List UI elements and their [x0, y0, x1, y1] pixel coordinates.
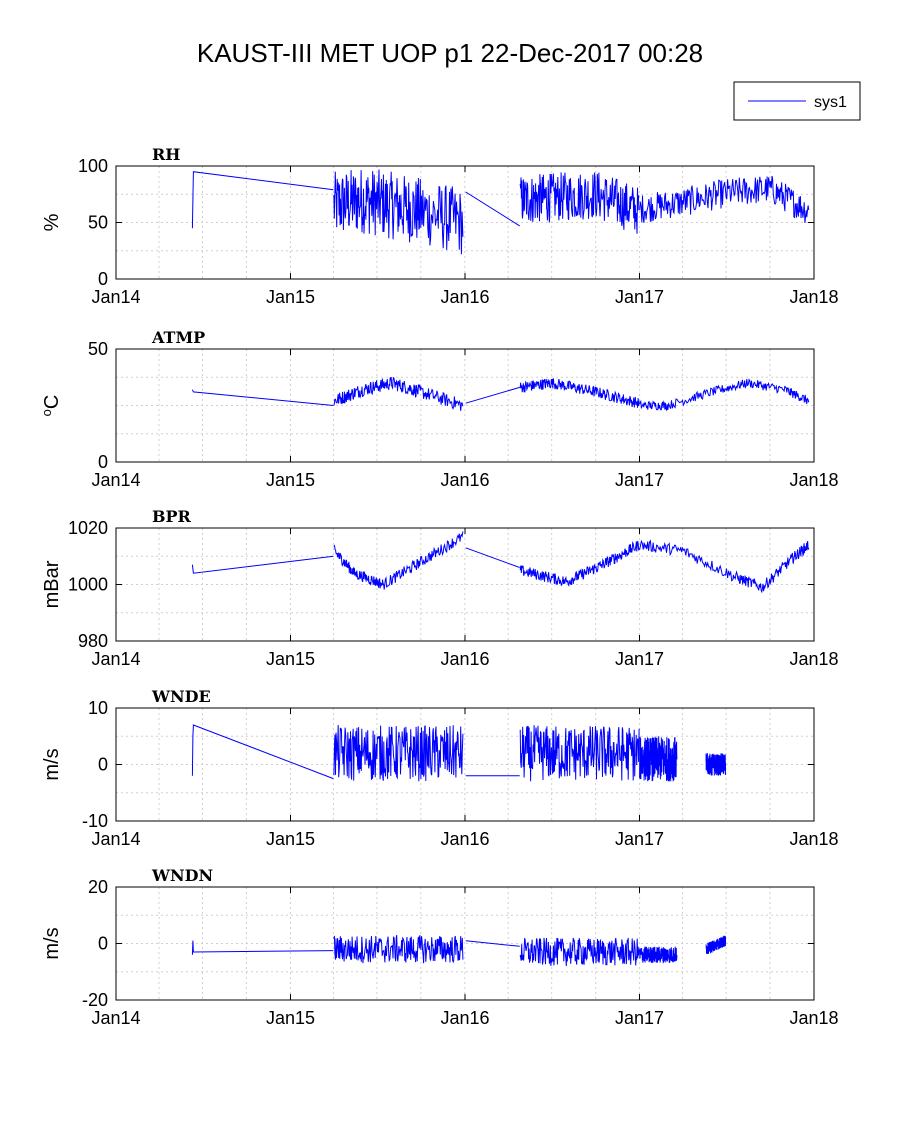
series-line-sys1-atmp-seg-0 — [191, 389, 334, 406]
series-line-sys1-rh-seg-0 — [191, 171, 334, 229]
y-axis-label-atmp: oC — [39, 395, 64, 417]
x-tick-label: Jan15 — [266, 287, 315, 307]
series-line-sys1-atmp-seg-3 — [519, 378, 640, 408]
x-tick-label: Jan15 — [266, 829, 315, 849]
y-tick-label: 0 — [98, 934, 108, 954]
y-axis-label-bpr: mBar — [41, 560, 63, 608]
x-tick-label: Jan15 — [266, 1008, 315, 1028]
x-tick-label: Jan18 — [789, 1008, 838, 1028]
x-tick-label: Jan16 — [440, 829, 489, 849]
series-line-sys1-rh-seg-4 — [639, 175, 810, 223]
panel-title-atmp: ATMP — [151, 328, 205, 347]
panel-wndn: -20 0 20 Jan14 Jan15 Jan16 Jan17 Jan18 WNDN m/s — [41, 866, 839, 1028]
legend[interactable]: sys1 — [733, 81, 861, 121]
x-tick-label: Jan14 — [91, 287, 140, 307]
x-tick-label: Jan16 — [440, 287, 489, 307]
y-tick-label: 0 — [98, 755, 108, 775]
panel-title-wnde: WNDE — [151, 687, 211, 706]
x-tick-label: Jan18 — [789, 649, 838, 669]
series-line-sys1-atmp-seg-2 — [465, 386, 520, 404]
y-tick-label: 0 — [98, 452, 108, 472]
y-tick-label: 100 — [78, 156, 108, 176]
series-line-sys1-wnde-seg-1 — [333, 724, 464, 782]
y-tick-label: 1020 — [68, 518, 108, 538]
x-tick-label: Jan17 — [615, 470, 664, 490]
x-tick-label: Jan17 — [615, 829, 664, 849]
y-tick-label: -20 — [82, 990, 108, 1010]
x-tick-label: Jan16 — [440, 470, 489, 490]
series-line-sys1-wnde-seg-4 — [639, 736, 678, 782]
series-line-sys1-wndn-seg-3 — [519, 937, 640, 967]
x-tick-label: Jan18 — [789, 829, 838, 849]
y-tick-label: 50 — [88, 213, 108, 233]
x-tick-label: Jan17 — [615, 649, 664, 669]
series-line-sys1-bpr-seg-3 — [519, 540, 640, 587]
y-tick-label: 1000 — [68, 575, 108, 595]
y-tick-label: -10 — [82, 811, 108, 831]
x-tick-label: Jan14 — [91, 649, 140, 669]
panel-rh: 0 50 100 Jan14 Jan15 Jan16 Jan17 Jan18 RH% — [41, 145, 839, 307]
y-axis-label-wnde: m/s — [41, 748, 63, 780]
series-line-sys1-wnde-seg-5 — [705, 753, 727, 776]
series-line-sys1-wndn-seg-5 — [705, 935, 727, 955]
series-line-sys1-wnde-seg-3 — [519, 725, 640, 782]
series-line-sys1-bpr-seg-1 — [333, 531, 464, 590]
series-line-sys1-wnde-seg-0 — [191, 724, 334, 780]
y-axis-label-rh: % — [41, 213, 63, 231]
y-tick-label: 20 — [88, 877, 108, 897]
y-tick-label: 0 — [98, 269, 108, 289]
y-tick-label: 10 — [88, 698, 108, 718]
x-tick-label: Jan14 — [91, 829, 140, 849]
series-line-sys1-wndn-seg-0 — [191, 940, 334, 955]
series-line-sys1-atmp-seg-4 — [639, 378, 810, 412]
y-tick-label: 980 — [78, 631, 108, 651]
x-tick-label: Jan18 — [789, 470, 838, 490]
panel-title-rh: RH — [152, 145, 180, 164]
x-tick-label: Jan16 — [440, 649, 489, 669]
panel-title-bpr: BPR — [152, 507, 192, 526]
y-tick-label: 50 — [88, 339, 108, 359]
x-tick-label: Jan17 — [615, 1008, 664, 1028]
legend-label-sys1: sys1 — [814, 94, 847, 111]
panel-atmp: 0 50 Jan14 Jan15 Jan16 Jan17 Jan18 ATMP oC — [39, 328, 839, 490]
x-tick-label: Jan18 — [789, 287, 838, 307]
x-tick-label: Jan14 — [91, 1008, 140, 1028]
series-line-sys1-bpr-seg-0 — [191, 555, 334, 574]
series-line-sys1-atmp-seg-1 — [333, 377, 464, 411]
series-line-sys1-rh-seg-3 — [519, 172, 640, 234]
series-line-sys1-bpr-seg-4 — [639, 539, 810, 594]
x-tick-label: Jan15 — [266, 470, 315, 490]
y-axis-label-superscript: o — [39, 409, 54, 416]
x-tick-label: Jan15 — [266, 649, 315, 669]
y-axis-label-wndn: m/s — [41, 927, 63, 959]
y-axis-label-text: C — [41, 395, 63, 409]
figure-title: KAUST-III MET UOP p1 22-Dec-2017 00:28 — [197, 38, 703, 68]
series-line-sys1-bpr-seg-2 — [465, 547, 520, 568]
x-tick-label: Jan16 — [440, 1008, 489, 1028]
series-line-sys1-wndn-seg-2 — [465, 940, 520, 947]
x-tick-label: Jan14 — [91, 470, 140, 490]
series-line-sys1-wndn-seg-1 — [333, 935, 464, 964]
x-tick-label: Jan17 — [615, 287, 664, 307]
series-line-sys1-rh-seg-1 — [333, 169, 464, 255]
panel-title-wndn: WNDN — [151, 866, 213, 885]
series-line-sys1-wndn-seg-4 — [639, 946, 678, 964]
series-line-sys1-rh-seg-2 — [465, 191, 520, 227]
panel-bpr: 980 1000 1020 Jan14 Jan15 Jan16 Jan17 Jan18 BPR m… — [41, 507, 839, 669]
panel-wnde: -10 0 10 Jan14 Jan15 Jan16 Jan17 Jan18 WNDE m/s — [41, 687, 839, 849]
